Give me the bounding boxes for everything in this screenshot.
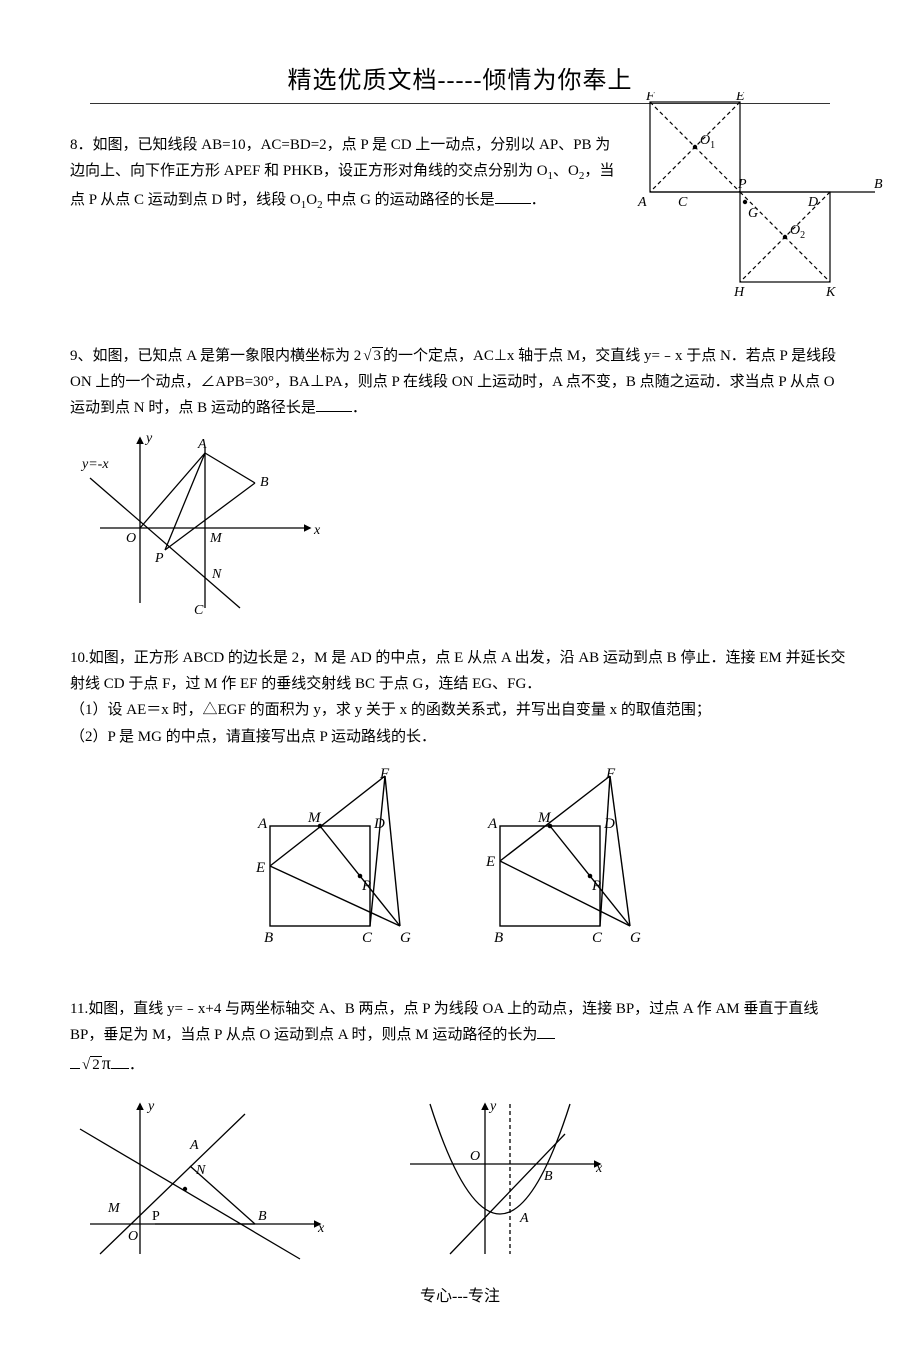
p11-t1: 如图，直线 y=﹣x+4 与两坐标轴交 A、B 两点，点 P 为线段 OA 上的… <box>70 1001 818 1043</box>
p8-t1: 如图，已知线段 AB=10，AC=BD=2，点 P 是 CD 上一动点，分别以 … <box>70 137 610 179</box>
p11-blank-3 <box>111 1054 129 1069</box>
p10-q2: （2）P 是 MG 的中点，请直接写出点 P 运动路线的长． <box>70 724 850 750</box>
svg-text:y: y <box>488 1099 497 1114</box>
p8-t2: 、O <box>553 163 579 179</box>
svg-text:A: A <box>637 195 647 210</box>
p11-num: 11. <box>70 1001 88 1017</box>
svg-text:E: E <box>255 860 265 876</box>
p11-blank-2 <box>70 1054 80 1069</box>
p9-blank <box>316 397 352 412</box>
svg-text:x: x <box>313 523 321 538</box>
svg-text:E: E <box>485 854 495 870</box>
svg-text:D: D <box>807 195 818 210</box>
svg-text:x: x <box>595 1161 603 1176</box>
p8-num: 8． <box>70 137 93 153</box>
svg-text:O: O <box>126 531 136 546</box>
fig-10a: F A M D E P B C G <box>250 766 440 966</box>
svg-text:y: y <box>146 1099 155 1114</box>
fig-11-row: y A N M P B O x <box>70 1094 850 1264</box>
svg-text:N: N <box>195 1163 206 1178</box>
svg-text:K: K <box>825 285 836 300</box>
p11-period: ． <box>129 1057 144 1073</box>
fig-10b: F A M D E P B C G <box>480 766 670 966</box>
p10-t1: 如图，正方形 ABCD 的边长是 2，M 是 AD 的中点，点 E 从点 A 出… <box>70 650 845 692</box>
p11-blank-1 <box>537 1024 555 1039</box>
svg-text:B: B <box>260 475 269 490</box>
p9-num: 9、 <box>70 348 93 364</box>
svg-text:M: M <box>307 810 322 826</box>
svg-text:x: x <box>317 1221 325 1236</box>
svg-text:y=-x: y=-x <box>80 457 109 472</box>
svg-text:P: P <box>361 878 371 894</box>
svg-text:M: M <box>537 810 552 826</box>
p11-pi: π <box>102 1053 111 1073</box>
p10-q1: （1）设 AE＝x 时，△EGF 的面积为 y，求 y 关于 x 的函数关系式，… <box>70 697 850 723</box>
svg-text:B: B <box>494 930 503 946</box>
svg-text:M: M <box>107 1201 121 1216</box>
fig-8: F E O1 A C G P D B O2 H K <box>630 92 890 316</box>
svg-text:G: G <box>748 206 758 221</box>
svg-text:A: A <box>197 437 207 452</box>
problem-8: F E O1 A C G P D B O2 H K 8．如图，已知线段 AB=1… <box>70 132 850 215</box>
p8-t4: O <box>306 192 317 208</box>
svg-text:A: A <box>189 1138 199 1153</box>
p8-blank <box>495 189 531 204</box>
svg-text:C: C <box>678 195 688 210</box>
svg-text:y: y <box>144 431 153 446</box>
p10-num: 10. <box>70 650 89 666</box>
svg-text:P: P <box>591 878 601 894</box>
svg-text:H: H <box>733 285 745 300</box>
svg-text:O1: O1 <box>700 133 715 151</box>
fig-11b: y O x B A <box>390 1094 610 1264</box>
svg-text:E: E <box>735 92 745 104</box>
svg-text:P: P <box>737 177 747 192</box>
svg-text:G: G <box>630 930 641 946</box>
svg-text:P: P <box>152 1209 160 1224</box>
svg-text:O2: O2 <box>790 223 805 241</box>
fig-9: y=-x y A B O M x P N C <box>70 428 850 627</box>
svg-text:F: F <box>645 92 655 104</box>
svg-text:O: O <box>128 1229 138 1244</box>
svg-text:M: M <box>209 531 223 546</box>
svg-text:D: D <box>373 816 385 832</box>
svg-text:G: G <box>400 930 411 946</box>
p8-t5: 中点 G 的运动路径的长是 <box>323 192 495 208</box>
problem-11: 11.如图，直线 y=﹣x+4 与两坐标轴交 A、B 两点，点 P 为线段 OA… <box>70 996 850 1264</box>
fig-11a: y A N M P B O x <box>70 1094 330 1264</box>
svg-text:F: F <box>605 766 616 782</box>
svg-text:B: B <box>544 1169 553 1184</box>
svg-text:P: P <box>154 551 164 566</box>
svg-text:A: A <box>487 816 498 832</box>
svg-text:C: C <box>362 930 373 946</box>
p11-sqrt-icon: √2 <box>80 1052 102 1078</box>
svg-text:C: C <box>194 603 204 618</box>
svg-text:C: C <box>592 930 603 946</box>
svg-text:N: N <box>211 567 222 582</box>
p8-period: ． <box>531 192 546 208</box>
svg-text:B: B <box>264 930 273 946</box>
svg-text:O: O <box>470 1149 480 1164</box>
svg-text:F: F <box>379 766 390 782</box>
svg-text:D: D <box>603 816 615 832</box>
svg-text:A: A <box>257 816 268 832</box>
svg-text:A: A <box>519 1211 529 1226</box>
svg-text:B: B <box>258 1209 267 1224</box>
svg-text:B: B <box>874 177 883 192</box>
p9-period: ． <box>352 400 367 416</box>
fig-10-row: F A M D E P B C G <box>70 766 850 966</box>
sqrt-icon: √3 <box>361 343 383 369</box>
problem-9: 9、如图，已知点 A 是第一象限内横坐标为 2√3的一个定点，AC⊥x 轴于点 … <box>70 343 850 627</box>
page-footer: 专心---专注 <box>70 1282 850 1306</box>
p9-t1: 如图，已知点 A 是第一象限内横坐标为 2 <box>93 348 362 364</box>
problem-10: 10.如图，正方形 ABCD 的边长是 2，M 是 AD 的中点，点 E 从点 … <box>70 645 850 966</box>
